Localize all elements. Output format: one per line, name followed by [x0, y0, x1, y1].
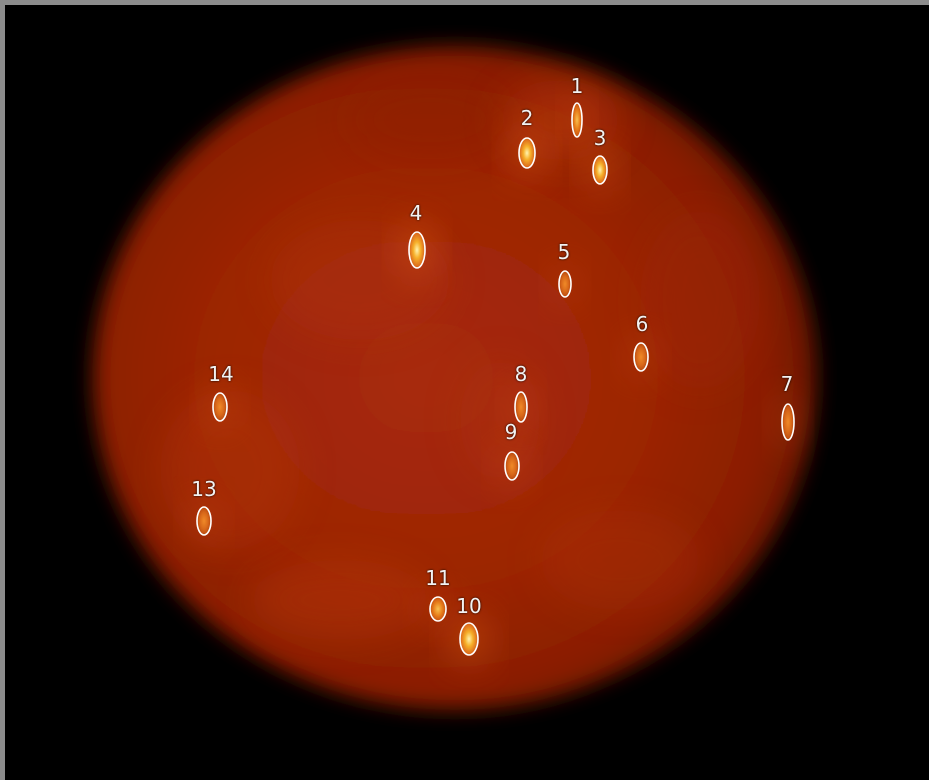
hotspot-label-8: 8 — [514, 362, 528, 386]
hotspot-14 — [213, 393, 227, 421]
hotspot-outline-14[interactable] — [212, 392, 228, 422]
hotspot-layer — [188, 92, 802, 665]
hotspot-outline-3[interactable] — [592, 155, 608, 185]
hotspot-label-2: 2 — [520, 106, 534, 130]
hotspot-outline-6[interactable] — [633, 342, 649, 372]
hotspot-outline-9[interactable] — [504, 451, 520, 481]
hotspot-label-5: 5 — [557, 240, 571, 264]
hotspot-outline-1[interactable] — [571, 102, 583, 138]
hotspot-5 — [559, 271, 571, 297]
hotspot-label-1: 1 — [570, 74, 584, 98]
hotspot-outline-5[interactable] — [558, 270, 572, 298]
hotspot-label-11: 11 — [425, 566, 451, 590]
hotspot-outline-2[interactable] — [518, 137, 536, 169]
hotspot-label-13: 13 — [191, 477, 217, 501]
hotspot-11 — [430, 597, 446, 621]
hotspot-9 — [505, 452, 519, 480]
hotspot-outline-7[interactable] — [781, 403, 795, 441]
hotspot-outline-13[interactable] — [196, 506, 212, 536]
hotspot-label-6: 6 — [635, 312, 649, 336]
hotspot-outline-4[interactable] — [408, 231, 426, 269]
hotspot-label-3: 3 — [593, 126, 607, 150]
hotspot-label-7: 7 — [780, 372, 794, 396]
hotspot-label-9: 9 — [504, 420, 518, 444]
hotspot-10 — [460, 623, 478, 655]
hotspot-4 — [409, 232, 425, 268]
thermal-disk — [93, 46, 817, 710]
frame-border-top — [0, 0, 929, 5]
hotspot-label-10: 10 — [456, 594, 482, 618]
hotspot-outline-11[interactable] — [429, 596, 447, 622]
hotspot-outline-8[interactable] — [514, 391, 528, 423]
hotspot-2 — [519, 138, 535, 168]
hotspot-outline-10[interactable] — [459, 622, 479, 656]
hotspot-13 — [197, 507, 211, 535]
hotspot-6 — [634, 343, 648, 371]
hotspot-3 — [593, 156, 607, 184]
hotspot-1 — [572, 103, 582, 137]
hotspot-8 — [515, 392, 527, 422]
hotspot-label-14: 14 — [208, 362, 234, 386]
hotspot-7 — [782, 404, 794, 440]
frame-border-left — [0, 0, 5, 780]
hotspot-label-4: 4 — [409, 201, 423, 225]
